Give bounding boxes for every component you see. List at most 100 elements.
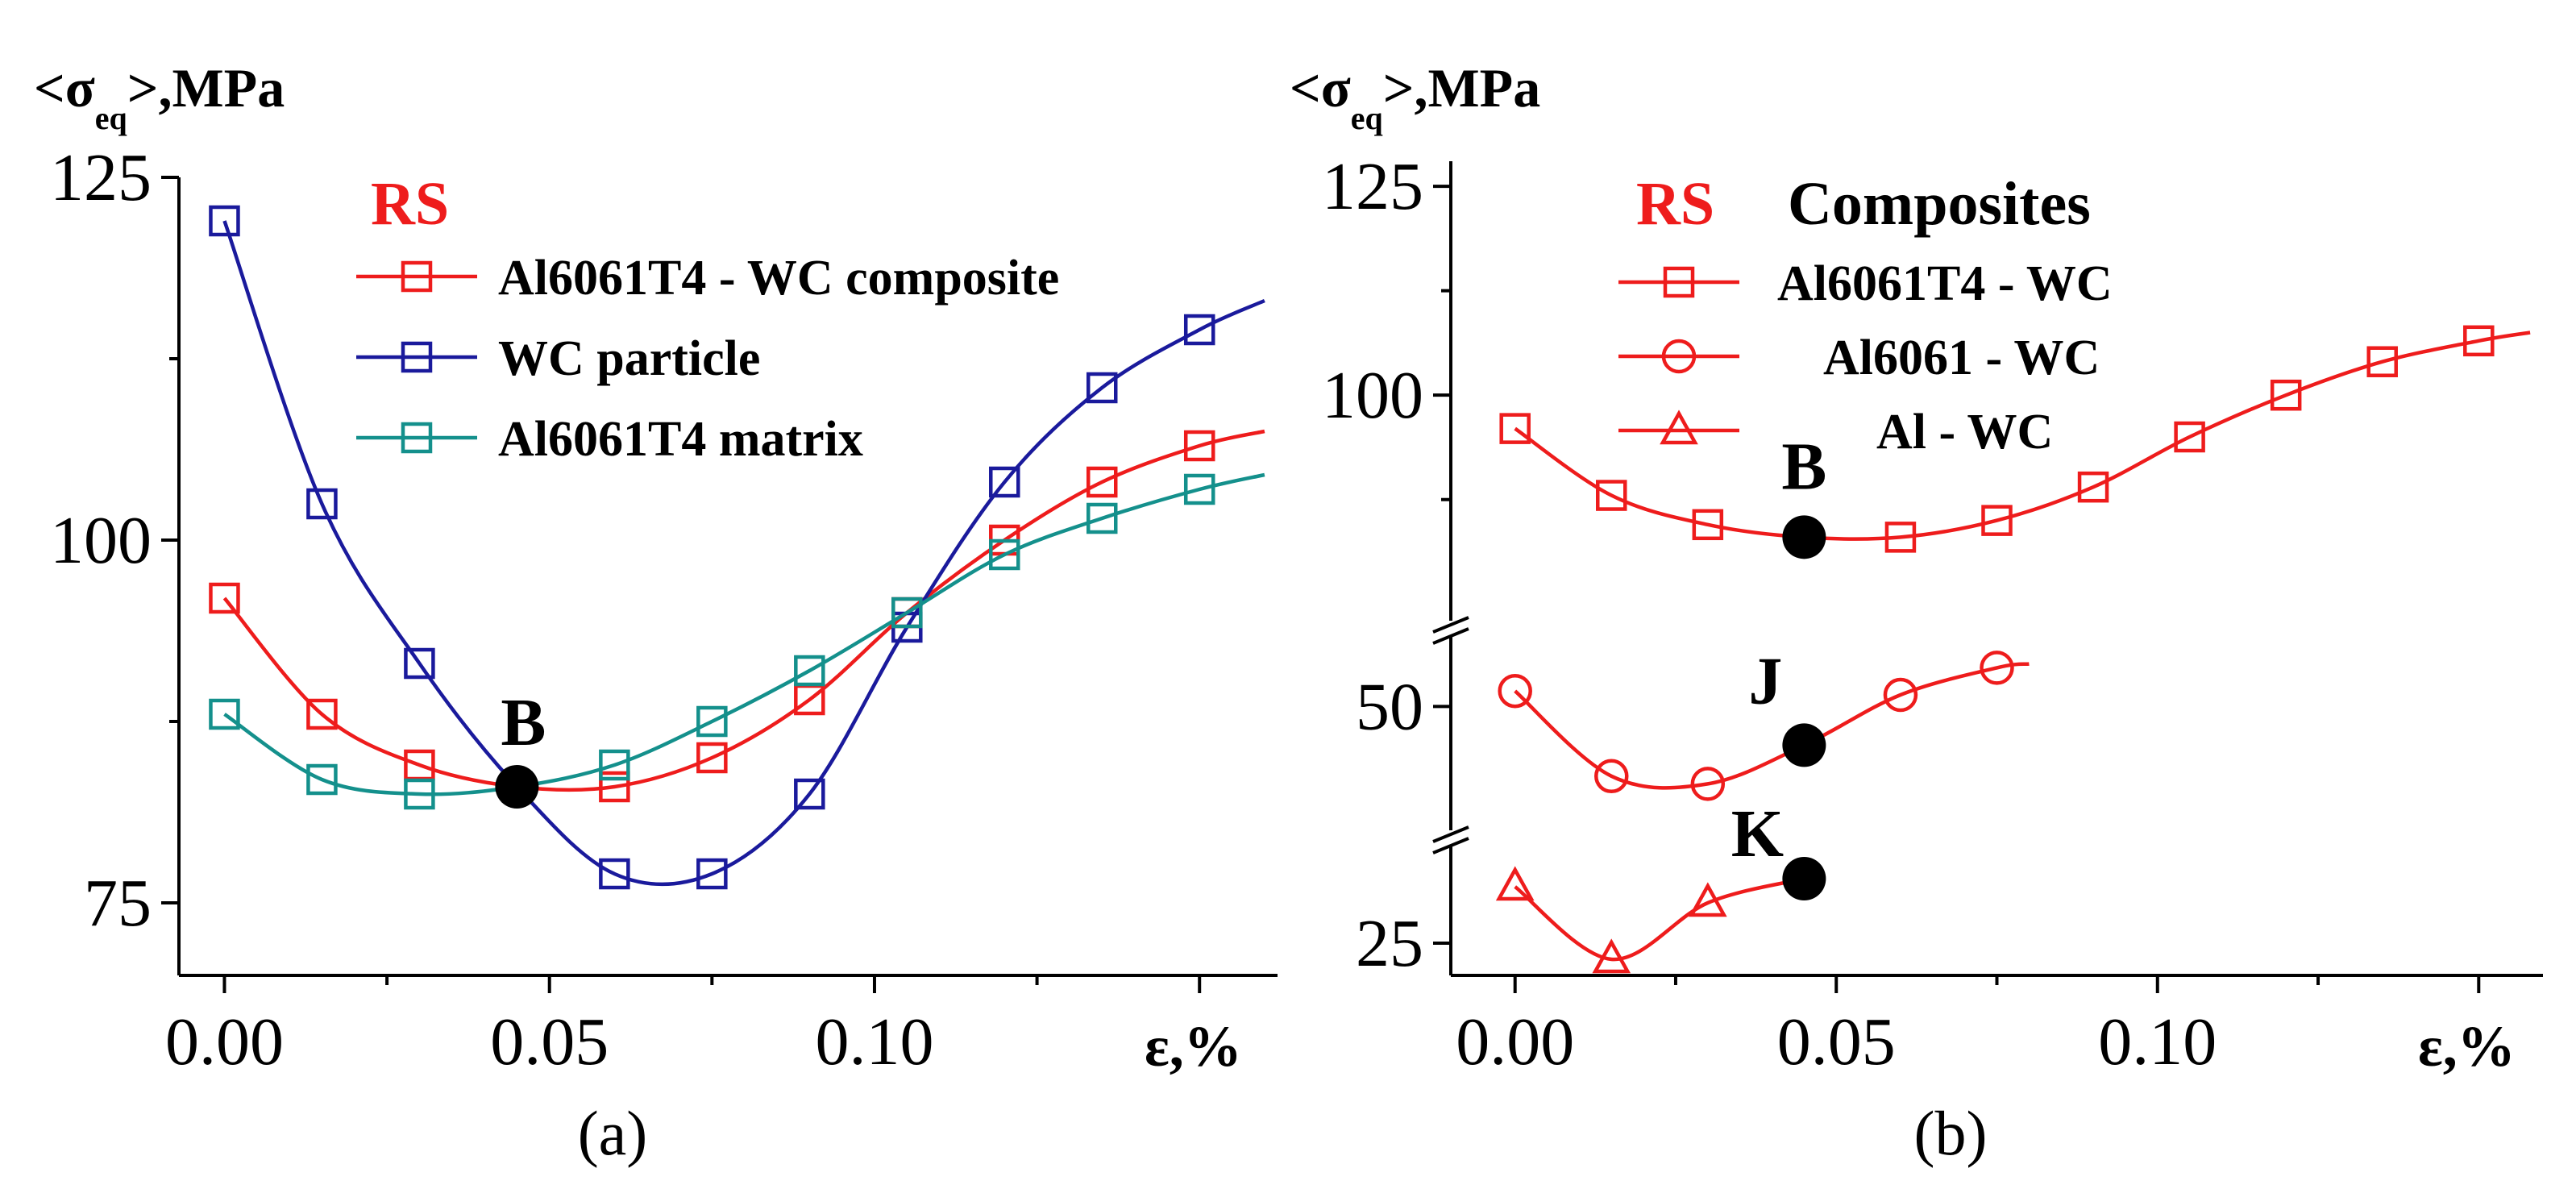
panel-a-xtick-label: 0.05: [490, 1004, 609, 1079]
panel-b-ylabel: <σeq>,MPa: [1290, 57, 1540, 136]
panel-a-data-point: [306, 488, 338, 520]
panel-b-axis-break: [1432, 627, 1469, 645]
panel-a-series-line: [222, 220, 1265, 887]
panel-a-series: [209, 205, 1265, 890]
panel-b-data-point: [1499, 413, 1531, 444]
panel-a-data-point: [696, 705, 728, 738]
panel-b-marker-dot: [1782, 515, 1826, 559]
panel-b-axis-break: [1432, 837, 1469, 854]
panel-b-xlabel: ε,%: [2418, 1014, 2516, 1079]
panel-b-legend-title: RS: [1636, 170, 1714, 238]
panel-b-marker-dot: [1782, 723, 1826, 767]
panel-a-data-point: [1086, 502, 1118, 534]
panel-a-data-point: [209, 582, 240, 614]
panel-b-ytick-label: 25: [1356, 906, 1423, 981]
panel-b-legend: RS Composites Al6061T4 - WC Al6061 - WC Al -…: [1618, 170, 2113, 459]
panel-b-data-point: [1692, 509, 1724, 541]
panel-a-data-point: [1086, 372, 1118, 404]
panel-a-legend-label: WC particle: [498, 331, 760, 386]
panel-b-data-point: [2077, 471, 2109, 503]
panel-a-data-point: [599, 858, 630, 890]
panel-b-series-line: [1514, 331, 2531, 541]
panel-a-legend-label: Al6061T4 - WC composite: [498, 251, 1059, 306]
panel-a-legend: RS Al6061T4 - WC composite WC particle Al60…: [356, 170, 1059, 467]
panel-a-xtick-label: 0.10: [815, 1004, 933, 1079]
panel-b-ytick-label: 100: [1322, 358, 1423, 433]
panel-b-annotation-label: J: [1748, 643, 1782, 718]
panel-a-legend-marker: [401, 260, 433, 293]
panel-b-data-point: [1688, 882, 1727, 917]
panel-b-axis-break: [1432, 825, 1469, 843]
panel-a-ytick-label: 125: [50, 140, 152, 215]
panel-a-xtick-label: 0.00: [165, 1004, 284, 1079]
panel-a-data-point: [1183, 314, 1215, 346]
panel-b-data-point: [1980, 651, 2014, 685]
panel-b-data-point: [1883, 677, 1918, 713]
panel-b: <σeq>,MPa 25 50 100 125 0.00 0.05 0.10 B J K RS C…: [1290, 57, 2543, 1168]
panel-b-data-point: [1592, 938, 1631, 974]
panel-a-data-point: [696, 858, 728, 890]
panel-a-data-point: [209, 205, 240, 237]
panel-b-data-point: [1495, 866, 1535, 901]
panel-b-ytick-label: 125: [1322, 149, 1423, 224]
panel-a-marker-dot: [495, 765, 539, 809]
panel-a-data-point: [794, 778, 825, 810]
panel-a-data-point: [989, 538, 1020, 571]
panel-a-data-point: [599, 749, 630, 781]
panel-b-data-point: [2366, 346, 2398, 377]
panel-a-data-point: [1183, 473, 1215, 505]
panel-b-data-point: [1498, 673, 1532, 709]
panel-b-legend-label: Al - WC: [1876, 405, 2053, 459]
panel-a: <σeq>,MPa 75 100 125 0.00 0.05 0.10 B RS Al606…: [34, 57, 1278, 1168]
panel-b-legend-subtitle: Composites: [1788, 170, 2091, 238]
panel-b-data-point: [1981, 505, 2013, 536]
panel-a-ticks: 75 100 125 0.00 0.05 0.10: [50, 140, 1202, 1079]
panel-b-xtick-label: 0.00: [1456, 1004, 1574, 1079]
panel-b-label: (b): [1914, 1098, 1988, 1168]
panel-a-data-point: [696, 742, 728, 774]
panel-a-ylabel: <σeq>,MPa: [34, 57, 285, 136]
panel-a-data-point: [794, 655, 825, 687]
panel-b-axis-break: [1432, 616, 1469, 634]
panel-b-data-point: [1596, 480, 1627, 511]
panel-b-marker-dot: [1782, 857, 1826, 900]
panel-b-data-point: [2463, 325, 2495, 357]
panel-b-legend-marker: [1663, 266, 1695, 298]
panel-a-xlabel: ε,%: [1145, 1014, 1242, 1079]
panel-a-annotations: B: [495, 685, 546, 809]
panel-b-xtick-label: 0.10: [2098, 1004, 2217, 1079]
panel-b-data-point: [1594, 759, 1629, 794]
panel-b-data-point: [2174, 421, 2205, 453]
panel-a-ytick-label: 100: [50, 503, 152, 578]
panel-a-data-point: [306, 698, 338, 730]
panel-b-series: [1495, 325, 2531, 974]
panel-b-legend-label: Al6061 - WC: [1823, 331, 2100, 385]
panel-b-legend-marker: [1660, 410, 1698, 445]
panel-b-annotations: B J K: [1731, 429, 1826, 900]
panel-b-ytick-label: 50: [1356, 669, 1423, 744]
panel-b-series-line: [1514, 876, 1805, 962]
panel-a-data-point: [404, 778, 435, 810]
panel-a-legend-title: RS: [371, 170, 449, 238]
panel-a-annotation-label: B: [501, 685, 546, 760]
panel-b-data-point: [2270, 379, 2302, 411]
panel-a-series-line: [222, 429, 1265, 792]
panel-a-data-point: [1183, 430, 1215, 462]
panel-a-series-line: [223, 472, 1265, 796]
panel-a-data-point: [599, 771, 630, 803]
panel-b-data-point: [1690, 767, 1726, 801]
panel-b-annotation-label: B: [1781, 429, 1826, 504]
panel-a-data-point: [404, 647, 435, 680]
panel-b-annotation-label: K: [1731, 796, 1784, 871]
panel-a-label: (a): [578, 1098, 648, 1168]
panel-a-axes: [177, 177, 1278, 977]
panel-a-data-point: [1086, 466, 1118, 498]
panel-a-data-point: [306, 763, 338, 796]
panel-b-legend-label: Al6061T4 - WC: [1777, 256, 2113, 311]
panel-a-data-point: [989, 466, 1020, 498]
panel-b-xtick-label: 0.05: [1777, 1004, 1896, 1079]
panel-b-data-point: [1884, 522, 1917, 553]
panel-b-legend-marker: [1661, 339, 1697, 374]
panel-a-ytick-label: 75: [84, 866, 152, 941]
